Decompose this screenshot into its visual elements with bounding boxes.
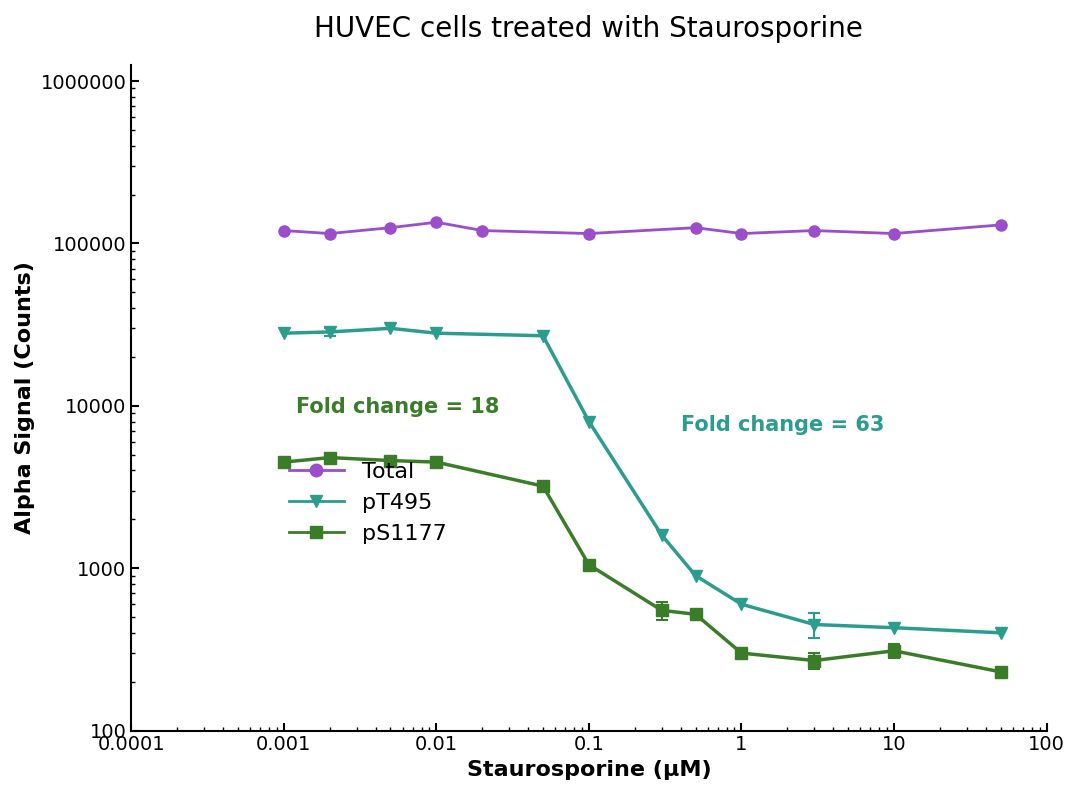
Text: Fold change = 63: Fold change = 63	[680, 415, 885, 435]
Legend: Total, pT495, pS1177: Total, pT495, pS1177	[280, 453, 456, 553]
Y-axis label: Alpha Signal (Counts): Alpha Signal (Counts)	[15, 262, 35, 534]
X-axis label: Staurosporine (μM): Staurosporine (μM)	[467, 760, 712, 780]
Title: HUVEC cells treated with Staurosporine: HUVEC cells treated with Staurosporine	[314, 15, 863, 43]
Text: Fold change = 18: Fold change = 18	[296, 398, 499, 417]
